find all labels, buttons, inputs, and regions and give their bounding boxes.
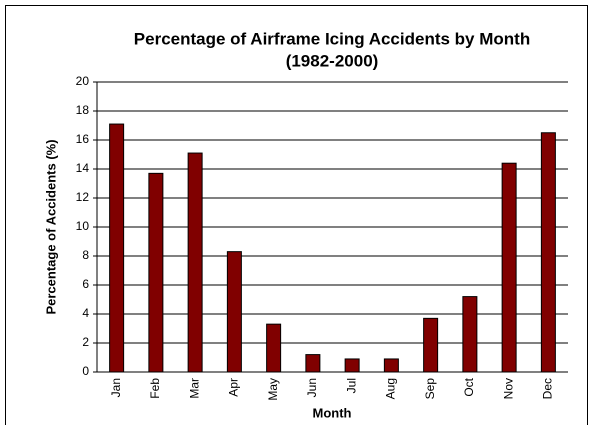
chart-subtitle: (1982-2000) — [286, 51, 379, 70]
y-tick-label: 18 — [76, 103, 90, 117]
y-tick-label: 8 — [82, 248, 89, 262]
y-tick-label: 4 — [82, 306, 89, 320]
x-tick-label: Jul — [344, 378, 358, 393]
bar — [540, 132, 556, 373]
y-axis-title: Percentage of Accidents (%) — [43, 139, 58, 314]
chart-frame — [5, 5, 588, 425]
y-tick-label: 2 — [82, 335, 89, 349]
x-tick-label: Feb — [148, 378, 162, 399]
x-tick-label: Mar — [187, 378, 201, 399]
bar — [305, 354, 321, 373]
y-tick-label: 10 — [76, 219, 90, 233]
bar — [266, 323, 282, 373]
x-tick-label: May — [266, 378, 280, 401]
bar — [423, 317, 439, 373]
x-tick-label: Oct — [462, 377, 476, 396]
x-tick-label: Apr — [227, 378, 241, 397]
x-tick-label: Nov — [501, 378, 515, 399]
x-tick-label: Jun — [305, 378, 319, 397]
chart-title: Percentage of Airframe Icing Accidents b… — [134, 29, 530, 48]
bar — [148, 172, 164, 373]
bar — [187, 152, 203, 373]
x-tick-label: Jan — [109, 378, 123, 397]
x-axis-title: Month — [313, 405, 352, 420]
x-tick-label: Sep — [423, 378, 437, 400]
bar — [344, 358, 360, 373]
y-tick-label: 6 — [82, 277, 89, 291]
bar — [109, 123, 125, 373]
x-tick-label: Aug — [384, 378, 398, 399]
y-tick-label: 12 — [76, 190, 90, 204]
bar — [501, 162, 517, 373]
bar — [226, 251, 242, 373]
bar — [383, 358, 399, 373]
x-tick-label: Dec — [541, 378, 555, 399]
y-tick-label: 20 — [76, 74, 90, 88]
y-tick-label: 14 — [76, 161, 90, 175]
bar — [462, 296, 478, 373]
y-tick-label: 0 — [82, 364, 89, 378]
y-tick-label: 16 — [76, 132, 90, 146]
